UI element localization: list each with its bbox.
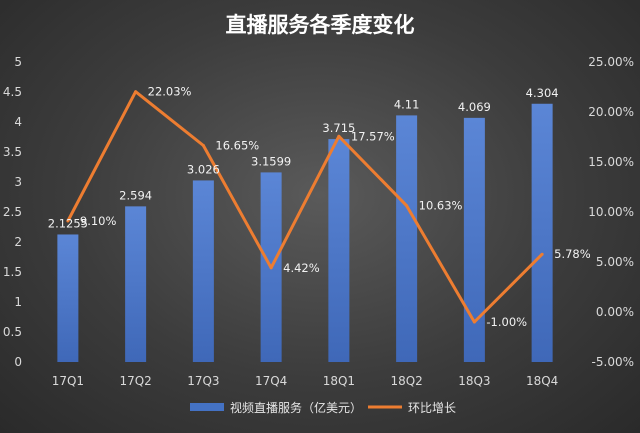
bar — [531, 103, 553, 362]
y-left-tick-label: 3 — [14, 175, 22, 189]
line-point — [472, 320, 476, 324]
line-value-label: 4.42% — [283, 261, 320, 275]
y-left-tick-label: 2.5 — [3, 205, 22, 219]
bar — [463, 117, 485, 362]
bar-data-labels: 2.1255 2.594 3.026 3.1599 3.715 4.11 4.069 4.30… — [48, 86, 559, 231]
line-point — [337, 134, 341, 138]
bar — [328, 139, 350, 362]
line-value-label: 22.03% — [148, 85, 192, 99]
bar-value-label: 4.11 — [394, 97, 420, 111]
y-left-tick-label: 1 — [14, 295, 22, 309]
line-value-label: 5.78% — [554, 247, 591, 261]
line-value-label: 17.57% — [351, 129, 395, 143]
line-point — [66, 219, 70, 223]
bar-value-label: 4.304 — [526, 86, 559, 100]
y-right-tick-label: 20.00% — [588, 105, 634, 119]
bar-value-label: 4.069 — [458, 100, 491, 114]
line-point — [201, 144, 205, 147]
line-value-label: 9.10% — [80, 214, 117, 228]
legend-bar-label: 视频直播服务（亿美元） — [230, 400, 362, 415]
bar — [396, 115, 418, 363]
y-left-tick-label: 0.5 — [3, 325, 22, 339]
bar-value-label: 3.715 — [322, 121, 355, 135]
y-left-tick-label: 2 — [14, 235, 22, 249]
bar-value-label: 3.1599 — [251, 154, 291, 168]
y-left-tick-label: 1.5 — [3, 265, 22, 279]
y-right-tick-label: 15.00% — [588, 155, 634, 169]
line-value-label: -1.00% — [486, 315, 527, 329]
chart-title: 直播服务各季度变化 — [226, 13, 415, 37]
y-right-tick-label: -5.00% — [592, 355, 634, 369]
bar — [125, 206, 147, 362]
line-value-label: 16.65% — [215, 139, 259, 153]
x-tick-label: 18Q1 — [323, 374, 355, 388]
bar — [192, 180, 214, 362]
line-point — [134, 90, 138, 94]
y-left-tick-label: 4.5 — [3, 85, 22, 99]
y-right-tick-label: 25.00% — [588, 55, 634, 69]
y-axis-right: -5.00% 0.00% 5.00% 10.00% 15.00% 20.00% 25.00% — [588, 55, 634, 369]
x-axis: 17Q1 17Q2 17Q3 17Q4 18Q1 18Q2 18Q3 18Q4 — [52, 374, 559, 388]
legend-line-label: 环比增长 — [408, 401, 456, 415]
y-axis-left: 0 0.5 1 1.5 2 2.5 3 3.5 4 4.5 5 — [3, 55, 22, 369]
line-point — [540, 252, 544, 256]
y-left-tick-label: 3.5 — [3, 145, 22, 159]
bar — [57, 234, 79, 362]
bar-value-label: 3.026 — [187, 162, 220, 176]
x-tick-label: 18Q4 — [526, 374, 558, 388]
x-tick-label: 18Q3 — [458, 374, 490, 388]
x-tick-label: 17Q3 — [187, 374, 219, 388]
bar-value-label: 2.594 — [119, 188, 152, 202]
line-point — [269, 266, 273, 270]
legend: 视频直播服务（亿美元） 环比增长 — [190, 400, 456, 415]
x-tick-label: 17Q1 — [52, 374, 84, 388]
line-point — [405, 204, 409, 208]
x-tick-label: 17Q2 — [119, 374, 151, 388]
y-left-tick-label: 4 — [14, 115, 22, 129]
y-left-tick-label: 5 — [14, 55, 22, 69]
line-value-label: 10.63% — [419, 199, 463, 213]
bar-value-label: 2.1255 — [48, 216, 88, 230]
x-tick-label: 18Q2 — [390, 374, 422, 388]
y-right-tick-label: 5.00% — [596, 255, 634, 269]
y-right-tick-label: 0.00% — [596, 305, 634, 319]
y-left-tick-label: 0 — [14, 355, 22, 369]
legend-bar-swatch — [190, 403, 224, 411]
line-series — [66, 90, 544, 324]
y-right-tick-label: 10.00% — [588, 205, 634, 219]
line-data-labels: 9.10% 22.03% 16.65% 4.42% 17.57% 10.63% -1.00%… — [80, 85, 591, 329]
bar-series — [57, 103, 553, 363]
x-tick-label: 17Q4 — [255, 374, 287, 388]
growth-line — [66, 90, 544, 324]
